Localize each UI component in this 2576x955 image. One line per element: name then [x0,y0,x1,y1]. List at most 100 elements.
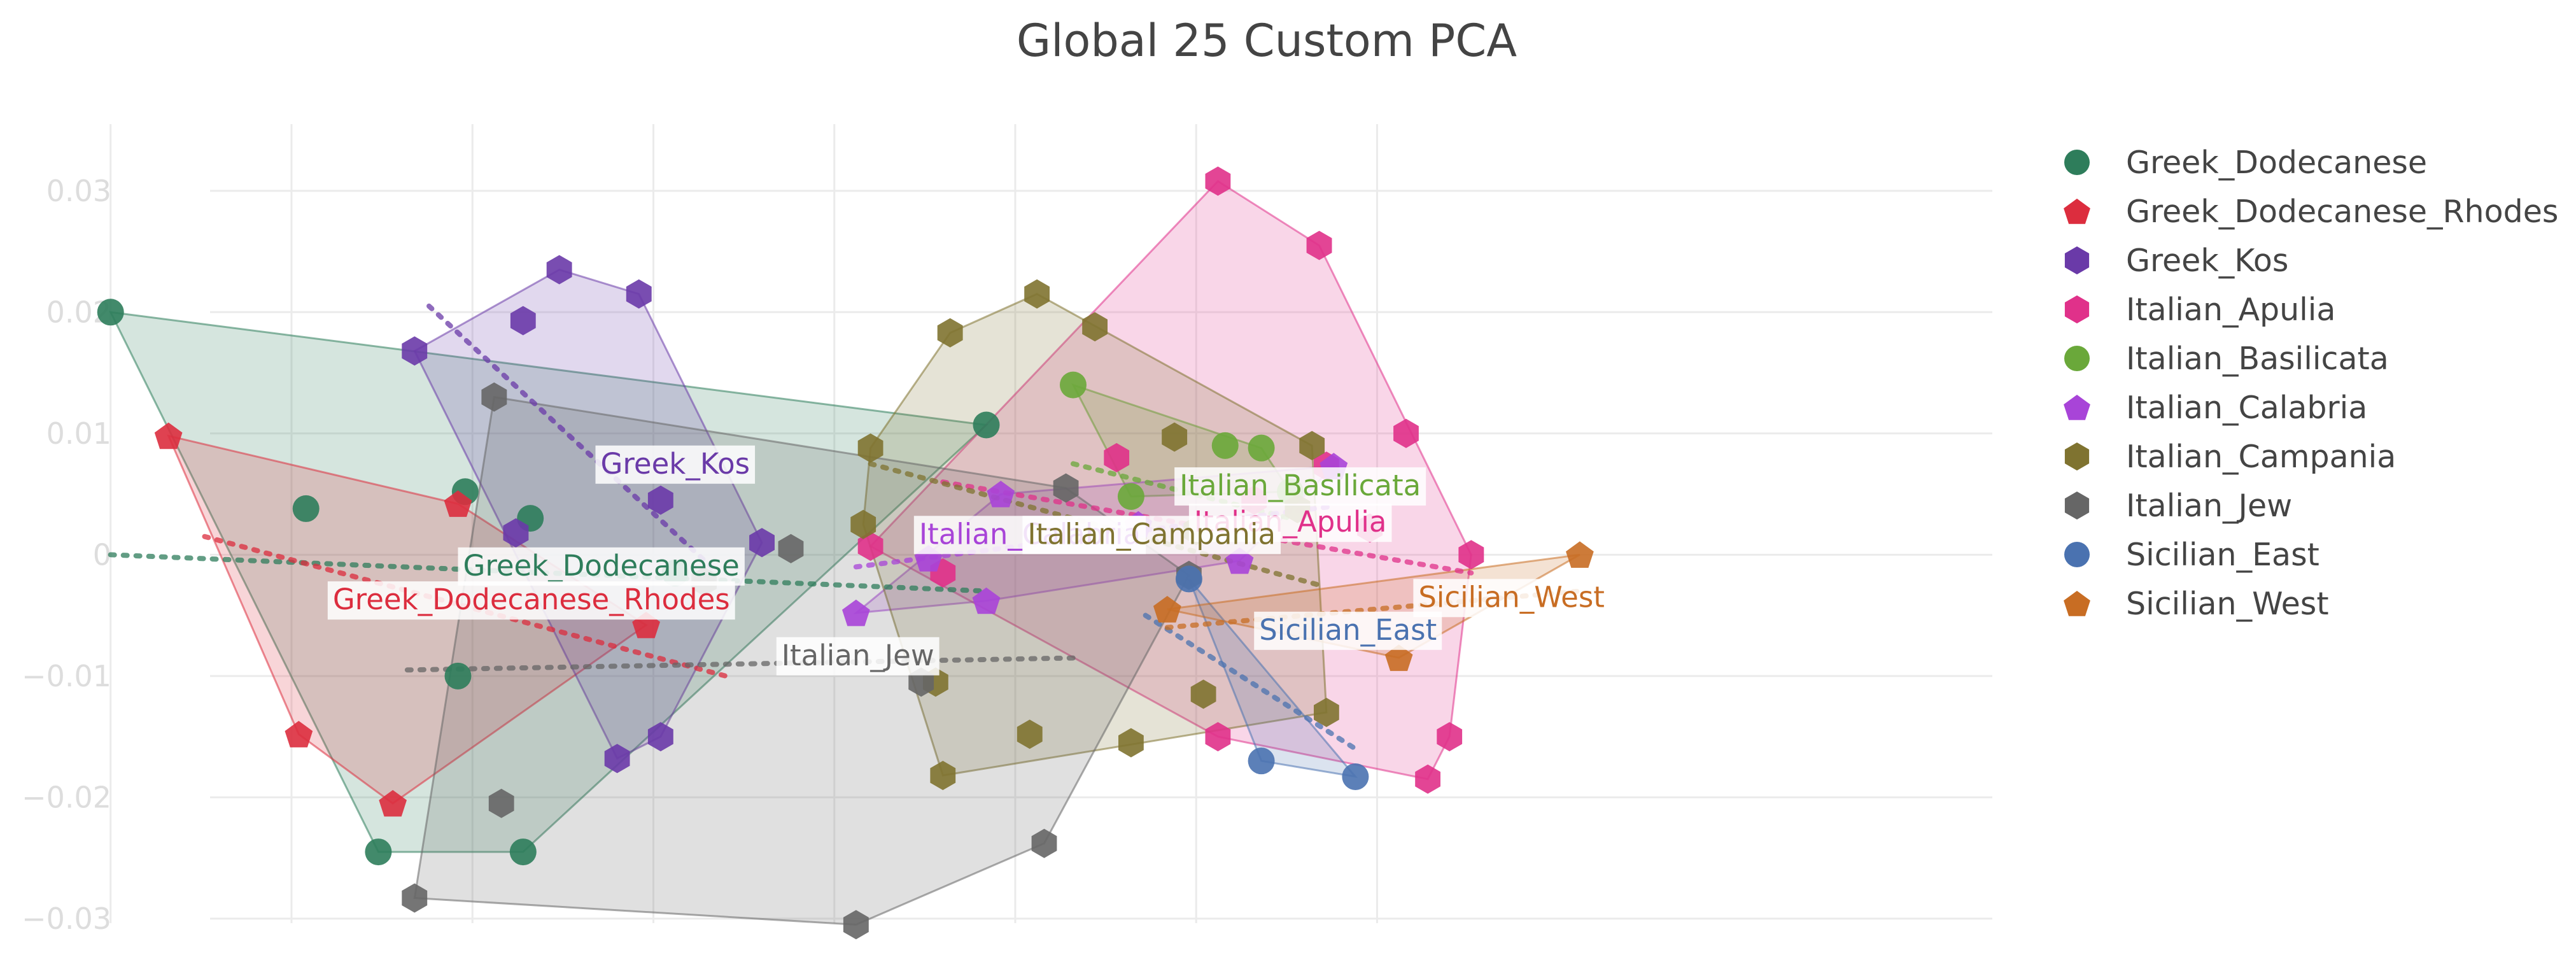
point-italian-jew [843,910,869,940]
legend-item-sicilian-east[interactable]: Sicilian_East [2064,537,2319,573]
point-greek-dodecanese-rhodes [154,422,183,449]
label-text: Greek_Kos [601,447,750,481]
point-italian-campania [1162,422,1188,452]
point-greek-dodecanese [97,299,124,326]
label-background [1022,516,1281,555]
legend-item-italian-calabria[interactable]: Italian_Calabria [2064,390,2367,426]
legend-label: Sicilian_East [2126,537,2319,573]
point-greek-dodecanese-rhodes [379,789,407,817]
point-italian-jew [488,788,514,818]
label-sicilian-east: Sicilian_East [1254,611,1442,650]
legend-item-italian-jew[interactable]: Italian_Jew [2064,488,2292,524]
legend-label: Italian_Jew [2126,488,2292,524]
point-greek-kos [604,744,630,774]
point-greek-kos [749,528,775,558]
legend-marker-icon [2064,395,2090,420]
label-sicilian-west: Sicilian_West [1413,579,1610,618]
legend-label: Greek_Dodecanese_Rhodes [2126,194,2558,230]
label-background [1254,611,1442,650]
point-sicilian-east [1248,747,1275,775]
legend-item-italian-basilicata[interactable]: Italian_Basilicata [2064,341,2389,377]
point-italian-apulia [1205,722,1231,752]
point-greek-kos [510,306,536,336]
point-italian-jew [402,883,428,913]
legend-label: Italian_Basilicata [2126,341,2389,377]
legend-marker-icon [2064,591,2090,616]
legend-label: Italian_Apulia [2126,292,2335,328]
point-italian-campania [850,509,876,539]
trend-italian-jew [404,655,1083,673]
hull-sicilian-east [1188,578,1358,779]
point-italian-apulia [857,532,883,561]
legend-marker-icon [2064,542,2090,567]
label-background [595,445,756,484]
point-sicilian-west [1153,596,1181,623]
point-italian-basilicata [1248,434,1275,462]
point-italian-apulia [1393,418,1419,448]
legend-item-italian-campania[interactable]: Italian_Campania [2064,439,2396,475]
label-italian-campania: Italian_Campania [1022,516,1281,555]
point-italian-apulia [1437,722,1463,752]
point-greek-kos [546,255,572,285]
y-tick-label: −0.02 [22,780,111,814]
point-italian-apulia [1415,764,1440,794]
legend-marker-icon [2064,246,2090,274]
point-italian-calabria [987,481,1015,507]
point-italian-calabria [842,599,870,626]
point-greek-dodecanese [444,662,472,690]
point-greek-kos [647,722,673,752]
point-italian-jew [481,382,507,412]
label-background [1413,579,1610,618]
grid-lines [109,124,1992,923]
label-text: Greek_Dodecanese_Rhodes [333,583,730,616]
point-italian-campania [1024,279,1050,309]
label-greek-kos: Greek_Kos [595,445,756,484]
legend[interactable]: Greek_Dodecanese Greek_Dodecanese_Rhodes G… [2064,145,2558,622]
point-italian-jew [1053,473,1079,503]
point-italian-jew [1031,828,1057,858]
label-background [327,581,735,620]
label-background [776,637,940,676]
point-italian-basilicata [1059,371,1087,399]
point-italian-basilicata [1211,432,1239,459]
label-greek-dodecanese: Greek_Dodecanese [458,547,745,586]
point-italian-campania [937,318,963,348]
legend-marker-icon [2064,295,2090,323]
y-tick-label: 0.01 [46,416,111,451]
legend-label: Greek_Dodecanese [2126,145,2427,181]
point-italian-basilicata [1117,483,1144,510]
label-greek-dodecanese-rhodes: Greek_Dodecanese_Rhodes [327,581,735,620]
legend-item-greek-kos[interactable]: Greek_Kos [2064,243,2289,279]
label-background [1174,467,1426,506]
label-text: Italian_Campania [1027,517,1276,551]
trend-sicilian-east [1143,612,1358,752]
point-italian-campania [1017,719,1043,749]
chart-title: Global 25 Custom PCA [1017,15,1517,67]
point-greek-dodecanese [292,495,320,522]
legend-marker-icon [2064,442,2090,470]
hull-greek-dodecanese-rhodes [167,434,648,805]
label-background [458,547,745,586]
label-text: Italian_Basilicata [1179,469,1421,502]
label-text: Sicilian_West [1418,580,1605,614]
point-greek-kos [503,518,529,548]
legend-item-greek-dodecanese-rhodes[interactable]: Greek_Dodecanese_Rhodes [2064,194,2558,230]
trend-greek-kos [426,303,714,570]
legend-item-italian-apulia[interactable]: Italian_Apulia [2064,292,2336,328]
point-sicilian-east [1342,763,1369,790]
legend-label: Sicilian_West [2126,586,2329,622]
point-greek-kos [626,279,652,309]
legend-item-greek-dodecanese[interactable]: Greek_Dodecanese [2064,145,2427,181]
label-text: Greek_Dodecanese [463,549,739,583]
point-italian-apulia [1104,442,1130,472]
point-italian-campania [1190,679,1216,709]
y-axis-ticks: 0.030.020.010−0.01−0.02−0.03 [22,174,111,936]
label-text: Sicilian_East [1259,613,1437,647]
label-italian-jew: Italian_Jew [776,637,940,676]
legend-label: Greek_Kos [2126,243,2288,279]
point-italian-campania [1299,430,1325,460]
legend-label: Italian_Campania [2126,439,2396,475]
point-italian-jew [778,534,804,563]
legend-item-sicilian-west[interactable]: Sicilian_West [2064,586,2329,622]
